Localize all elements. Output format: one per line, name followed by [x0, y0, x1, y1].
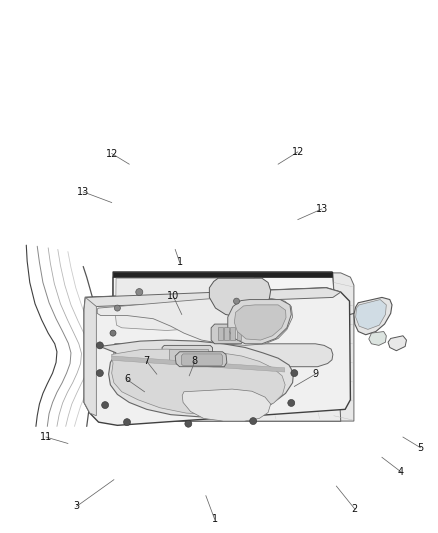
Polygon shape [228, 300, 291, 344]
Polygon shape [100, 340, 293, 417]
Polygon shape [211, 324, 244, 344]
Polygon shape [218, 327, 223, 340]
Polygon shape [237, 327, 241, 340]
Polygon shape [85, 288, 341, 306]
Polygon shape [84, 297, 96, 416]
Circle shape [291, 369, 298, 377]
Polygon shape [182, 389, 271, 421]
Polygon shape [97, 297, 293, 345]
Polygon shape [169, 349, 208, 361]
Polygon shape [388, 336, 406, 351]
Polygon shape [209, 278, 271, 317]
Text: 8: 8 [192, 357, 198, 366]
Polygon shape [333, 273, 354, 421]
Text: 7: 7 [144, 357, 150, 366]
Text: 5: 5 [417, 443, 424, 453]
Polygon shape [114, 344, 333, 367]
Text: 11: 11 [40, 432, 52, 442]
Text: 4: 4 [398, 467, 404, 477]
Polygon shape [116, 278, 254, 330]
Polygon shape [112, 349, 285, 415]
Circle shape [102, 401, 109, 409]
Circle shape [110, 330, 116, 336]
Polygon shape [162, 345, 212, 366]
Text: 12: 12 [106, 149, 118, 158]
Polygon shape [234, 305, 286, 340]
Text: 13: 13 [316, 204, 328, 214]
Text: 12: 12 [292, 147, 304, 157]
Circle shape [233, 298, 240, 304]
Circle shape [136, 288, 143, 296]
Text: 10: 10 [167, 291, 179, 301]
Polygon shape [354, 297, 392, 335]
Circle shape [85, 398, 90, 403]
Text: 6: 6 [124, 375, 130, 384]
Circle shape [250, 417, 257, 425]
Polygon shape [369, 332, 386, 345]
Polygon shape [230, 327, 235, 340]
Text: 3: 3 [74, 502, 80, 511]
Polygon shape [181, 354, 223, 366]
Circle shape [114, 305, 120, 311]
Polygon shape [112, 368, 341, 421]
Circle shape [86, 381, 93, 389]
Circle shape [124, 418, 131, 426]
Text: 1: 1 [212, 514, 218, 524]
Text: 2: 2 [352, 504, 358, 514]
Text: 9: 9 [312, 369, 318, 379]
Polygon shape [356, 300, 386, 329]
Polygon shape [84, 288, 350, 425]
Circle shape [185, 420, 192, 427]
Polygon shape [112, 272, 341, 421]
Text: 1: 1 [177, 257, 183, 267]
Text: 13: 13 [77, 187, 89, 197]
Polygon shape [175, 352, 227, 367]
Polygon shape [113, 272, 332, 277]
Circle shape [288, 399, 295, 407]
Circle shape [96, 369, 103, 377]
Polygon shape [112, 356, 285, 372]
Circle shape [96, 342, 103, 349]
Polygon shape [224, 327, 229, 340]
Circle shape [90, 391, 95, 396]
